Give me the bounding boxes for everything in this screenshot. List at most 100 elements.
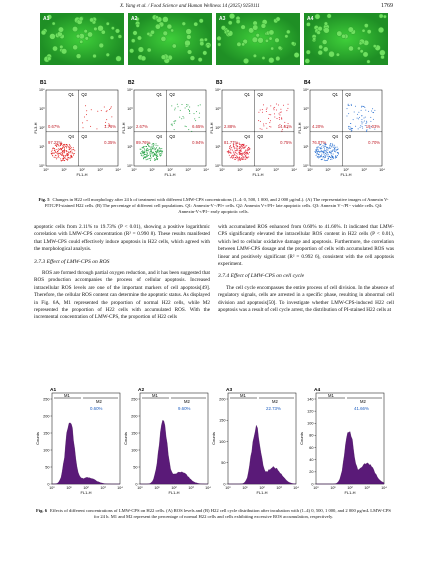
event-dot <box>153 144 155 146</box>
event-dot <box>332 157 334 159</box>
event-dot <box>350 105 352 107</box>
event-dot <box>53 152 55 154</box>
cell <box>162 30 168 36</box>
event-dot <box>63 157 65 159</box>
event-dot <box>243 143 245 145</box>
cell <box>58 26 64 33</box>
event-dot <box>318 150 320 152</box>
paragraph: with accumulated ROS enhanced from 0.60%… <box>218 224 394 268</box>
quadrant-percentage: 2.88% <box>224 124 236 129</box>
plot-frame <box>51 392 121 485</box>
x-tick-label: 10² <box>343 168 349 172</box>
event-dot <box>143 150 145 152</box>
event-dot <box>237 160 239 162</box>
event-dot <box>69 146 71 148</box>
y-tick-label: 10¹ <box>39 145 45 149</box>
event-dot <box>248 156 250 158</box>
event-dot <box>64 156 66 158</box>
y-tick-label: 10² <box>215 126 221 130</box>
y-tick-label: 100 <box>307 422 313 426</box>
event-dot <box>265 123 267 125</box>
event-dot <box>242 156 244 158</box>
x-tick-label: 10² <box>255 168 261 172</box>
event-dot <box>188 111 190 113</box>
event-dot <box>372 108 374 110</box>
event-dot <box>184 107 186 109</box>
event-dot <box>198 116 200 118</box>
event-dot <box>181 104 183 106</box>
cell <box>217 42 222 47</box>
event-dot <box>150 152 152 154</box>
cell <box>268 36 273 41</box>
event-dot <box>273 107 275 109</box>
event-dot <box>325 153 327 155</box>
cell <box>275 16 281 22</box>
x-axis-label: FL1-H <box>340 172 351 177</box>
y-tick-label: 100 <box>43 448 49 452</box>
event-dot <box>150 147 152 149</box>
event-dot <box>348 127 350 129</box>
cell <box>171 43 177 49</box>
event-dot <box>236 147 238 149</box>
event-dot <box>66 159 68 161</box>
event-dot <box>67 153 69 155</box>
event-dot <box>146 151 148 153</box>
event-dot <box>329 151 331 153</box>
panel-label: A4 <box>307 16 314 22</box>
cell <box>252 53 257 58</box>
event-dot <box>246 157 248 159</box>
event-dot <box>72 149 74 151</box>
quadrant-percentage: 0.75% <box>280 140 292 145</box>
event-dot <box>150 157 152 159</box>
x-tick-label: 10³ <box>185 168 191 172</box>
event-dot <box>158 148 160 150</box>
x-tick-label: 10⁴ <box>291 168 297 172</box>
event-dot <box>232 143 234 145</box>
event-dot <box>235 145 237 147</box>
event-dot <box>52 147 54 149</box>
plot-frame <box>221 89 295 167</box>
event-dot <box>361 115 363 117</box>
event-dot <box>337 154 339 156</box>
event-dot <box>243 157 245 159</box>
cell <box>322 39 328 45</box>
x-tick-label: 10¹ <box>61 168 67 172</box>
panel-label: A2 <box>138 387 144 393</box>
cell <box>189 55 195 61</box>
event-dot <box>234 153 236 155</box>
cell <box>78 16 84 22</box>
event-dot <box>61 142 63 144</box>
event-dot <box>62 147 64 149</box>
event-dot <box>161 148 163 150</box>
histogram <box>228 424 297 485</box>
y-tick-label: 0 <box>311 482 313 486</box>
cell <box>335 52 340 57</box>
event-dot <box>90 125 92 127</box>
event-dot <box>71 155 73 157</box>
running-title: X. Yang et al. / Food Science and Human … <box>120 4 260 9</box>
event-dot <box>350 130 352 132</box>
event-dot <box>147 150 149 152</box>
event-dot <box>85 114 87 116</box>
event-dot <box>146 148 148 150</box>
event-dot <box>63 148 65 150</box>
event-dot <box>326 151 328 153</box>
cell <box>336 30 343 37</box>
event-dot <box>141 153 143 155</box>
y-tick-label: 10⁰ <box>303 164 309 168</box>
event-dot <box>323 152 325 154</box>
x-tick-label: 10² <box>79 168 85 172</box>
event-dot <box>325 155 327 157</box>
cell <box>358 41 363 46</box>
event-dot <box>362 127 364 129</box>
event-dot <box>281 118 283 120</box>
event-dot <box>157 158 159 160</box>
event-dot <box>249 147 251 149</box>
event-dot <box>323 146 325 148</box>
event-dot <box>83 116 85 118</box>
event-dot <box>369 127 371 129</box>
marker-label: M2 <box>96 399 102 404</box>
cell <box>51 21 56 26</box>
